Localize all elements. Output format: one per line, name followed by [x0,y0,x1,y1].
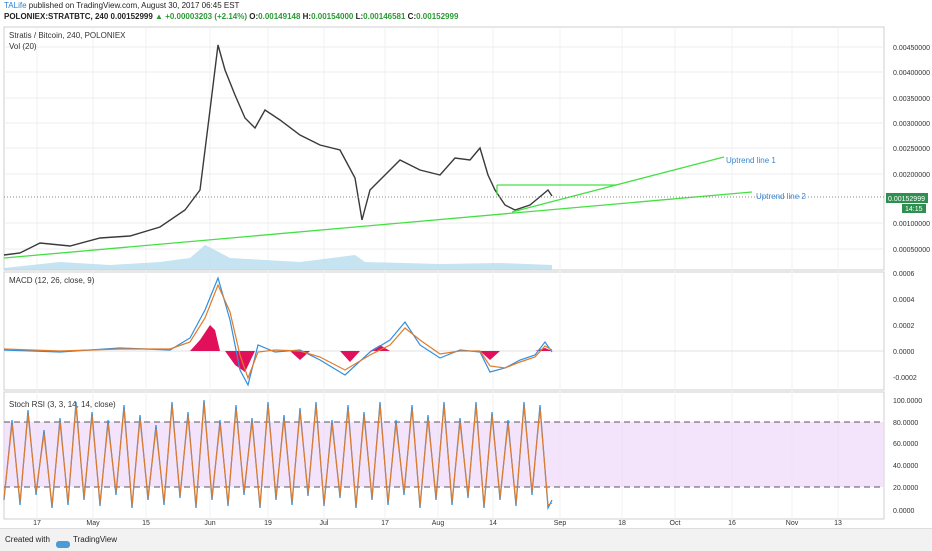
annotation-uptrend-1: Uptrend line 1 [726,156,776,165]
price-y-axis[interactable]: 0.00450000 0.00400000 0.00350000 0.00300… [893,45,930,254]
svg-text:17: 17 [381,520,389,527]
svg-text:0.0000: 0.0000 [893,508,915,515]
header-line-1: TALife published on TradingView.com, Aug… [4,1,239,10]
price-pane-title: Stratis / Bitcoin, 240, POLONIEX [9,31,126,40]
svg-text:18: 18 [618,520,626,527]
annotation-uptrend-2: Uptrend line 2 [756,192,806,201]
footer: Created with TradingView [0,528,932,551]
svg-text:Jun: Jun [204,520,215,527]
svg-text:Nov: Nov [786,520,799,527]
svg-text:Aug: Aug [432,520,445,527]
svg-text:Oct: Oct [670,520,681,527]
low-label: L: [355,12,364,21]
published-text: published on TradingView.com, August 30,… [28,1,240,10]
svg-text:15: 15 [142,520,150,527]
svg-text:May: May [86,520,100,527]
price-tag-text: 0.00152999 [888,196,925,203]
open-value: 0.00149148 [258,12,301,21]
svg-text:0.00350000: 0.00350000 [893,96,930,103]
last-price: 0.00152999 [110,12,153,21]
uptrend-line-1[interactable] [511,156,725,213]
volume-label: Vol (20) [9,42,37,51]
svg-text:0.00450000: 0.00450000 [893,45,930,52]
chart-canvas[interactable]: Uptrend line 1 Uptrend line 2 Stratis / … [0,0,932,528]
rsi-title: Stoch RSI (3, 3, 14, 14, close) [9,400,116,409]
macd-title: MACD (12, 26, close, 9) [9,276,95,285]
macd-histogram [190,325,552,372]
change-text: ▲ +0.00003203 (+2.14%) [155,12,248,21]
signal-line [3,283,553,380]
svg-text:0.0000: 0.0000 [893,349,915,356]
stoch-d-line [3,403,553,506]
price-grid [4,46,884,250]
svg-text:0.00200000: 0.00200000 [893,172,930,179]
macd-y-axis[interactable]: 0.0006 0.0004 0.0002 0.0000 -0.0002 [893,271,917,382]
svg-text:Sep: Sep [554,520,567,527]
price-series [3,44,553,256]
open-label: O: [249,12,259,21]
svg-text:0.0006: 0.0006 [893,271,915,278]
svg-text:17: 17 [33,520,41,527]
svg-text:0.00250000: 0.00250000 [893,146,930,153]
svg-text:0.0002: 0.0002 [893,323,915,330]
rsi-y-axis[interactable]: 100.0000 80.0000 60.0000 40.0000 20.0000… [893,398,922,515]
svg-text:40.0000: 40.0000 [893,463,918,470]
close-value: 0.00152999 [416,12,459,21]
high-value: 0.00154000 [311,12,354,21]
svg-text:60.0000: 60.0000 [893,441,918,448]
svg-text:0.00300000: 0.00300000 [893,121,930,128]
created-with-text: Created with [5,535,50,544]
svg-text:Jul: Jul [320,520,329,527]
volume-bars [4,245,552,270]
macd-line [3,276,553,387]
author-link[interactable]: TALife [4,1,27,10]
time-axis[interactable]: 17 May 15 Jun 19 Jul 17 Aug 14 Sep 18 Oc… [33,520,842,527]
symbol-text: POLONIEX:STRATBTC, 240 [4,12,109,21]
svg-text:19: 19 [264,520,272,527]
high-label: H: [302,12,312,21]
time-tag [902,204,926,213]
svg-text:0.00100000: 0.00100000 [893,221,930,228]
svg-text:0.00400000: 0.00400000 [893,70,930,77]
svg-text:80.0000: 80.0000 [893,420,918,427]
svg-text:20.0000: 20.0000 [893,485,918,492]
uptrend-line-2[interactable] [3,191,753,259]
macd-pane[interactable] [3,271,885,391]
svg-text:0.0004: 0.0004 [893,297,915,304]
svg-text:-0.0002: -0.0002 [893,375,917,382]
time-tag-text: 14:15 [905,206,923,213]
svg-text:0.00050000: 0.00050000 [893,247,930,254]
price-tag [886,193,928,203]
svg-text:14: 14 [489,520,497,527]
svg-text:100.0000: 100.0000 [893,398,922,405]
header-line-2: POLONIEX:STRATBTC, 240 0.00152999 ▲ +0.0… [4,12,458,21]
svg-text:13: 13 [834,520,842,527]
tradingview-brand[interactable]: TradingView [73,535,118,544]
low-value: 0.00146581 [363,12,406,21]
close-label: C: [407,12,417,21]
svg-text:16: 16 [728,520,736,527]
